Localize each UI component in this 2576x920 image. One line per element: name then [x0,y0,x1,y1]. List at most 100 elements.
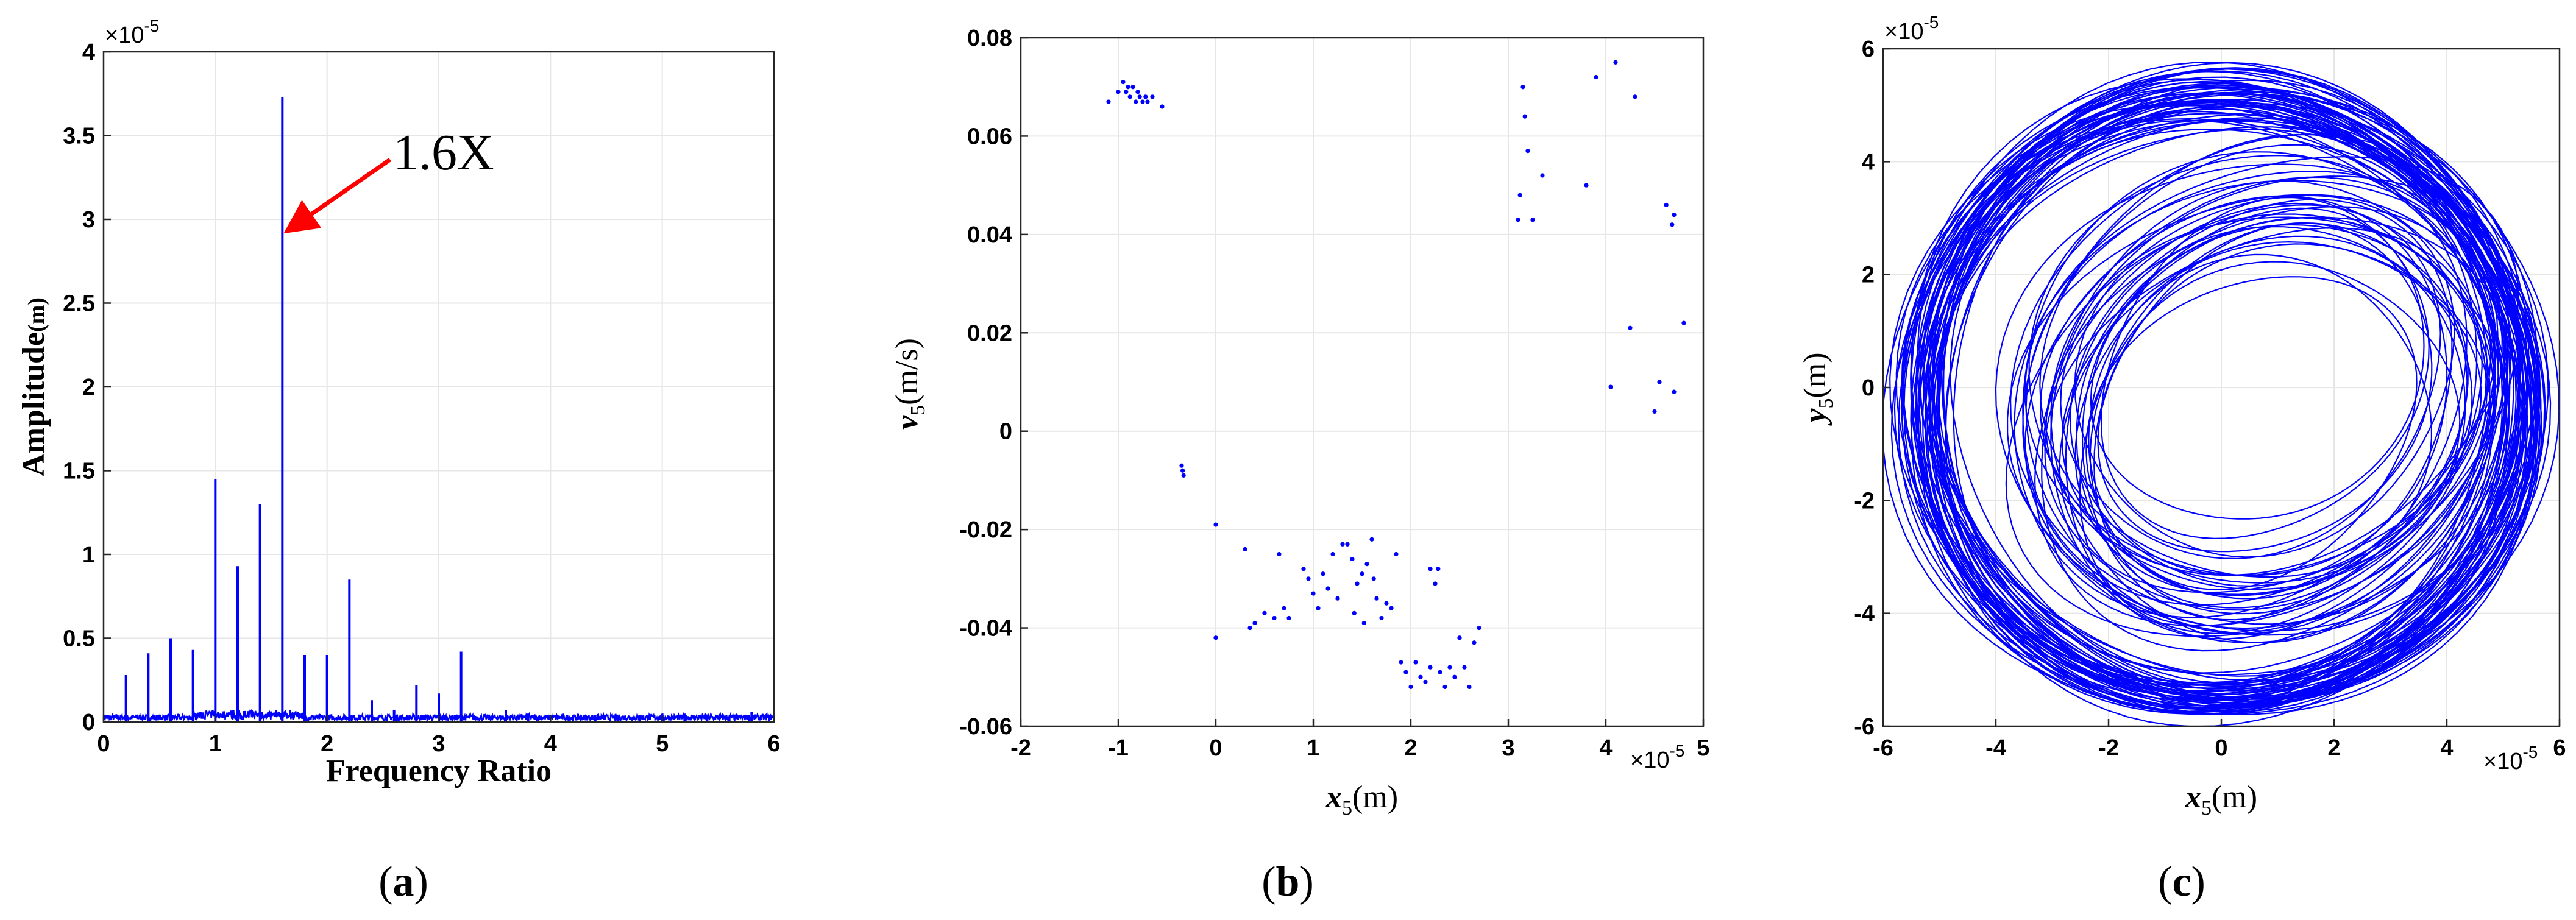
x-tick-label-c: -2 [2098,735,2119,761]
orbit-loop [1915,118,2517,713]
y-tick-label-c: -4 [1854,601,1875,627]
panel-b: -2 -1 0 1 2 3 4 5 -0.06 -0.04 -0.02 0 0.02 0.04 0.06 0.… [890,26,1710,905]
scatter-point [1389,606,1394,610]
scatter-point [1181,473,1186,478]
orbit-loop [2039,144,2478,578]
scatter-point [1664,202,1669,208]
scatter-point [1277,551,1282,557]
scatter-point [1180,468,1185,473]
scatter-point [1540,173,1545,178]
scatter-point [1330,551,1335,557]
y-tick-label-b: 0 [999,419,1012,445]
orbit-loop [2005,213,2510,637]
y-tick-label-a: 4 [82,40,95,65]
scatter-point [1374,596,1379,601]
y-tick-label-b: -0.04 [959,616,1012,642]
x-tick-label-c: 0 [2215,735,2227,761]
orbit-loop [2089,261,2461,596]
scatter-point [1127,94,1132,99]
orbit-loop [2022,133,2528,632]
x-tick-label-a: 6 [767,731,780,757]
scatter-point [1520,85,1525,90]
panel-label-c: (c) [2158,858,2205,905]
x-tick-label-c: 2 [2327,735,2340,761]
orbit-loop [2024,156,2519,576]
tick-labels-c: -6 -4 -2 0 2 4 6 -6 -4 -2 0 2 4 6 [1854,37,2566,761]
x-tick-label-b: 3 [1502,735,1514,761]
scatter-point [1681,320,1686,325]
y-tick-label-a: 1.5 [63,459,95,484]
x-tick-label-b: 1 [1307,735,1319,761]
scatter-point [1306,576,1311,581]
scatter-point [1379,615,1384,621]
scatter-point [1345,542,1350,547]
scatter-point [1360,571,1364,576]
orbit-loop [2085,276,2418,591]
scatter-point [1364,562,1369,567]
scatter-point [1124,90,1129,94]
x-tick-label-b: 0 [1209,735,1222,761]
x-tick-label-c: -6 [1873,735,1893,761]
orbit-loop [1922,112,2488,684]
y-axis-label-b: v5(m/s) [890,338,929,430]
scatter-point [1462,665,1467,670]
scatter-point [1522,114,1527,119]
orbit-loop [2065,225,2473,634]
scatter-point [1516,218,1520,222]
scatter-point [1371,576,1376,581]
scatter-point [1672,389,1677,394]
scatter-point [1213,522,1218,527]
scatter-point [1517,193,1522,197]
scatter-point [1213,635,1218,640]
x-tick-label-c: -4 [1985,735,2006,761]
panel-c: -6 -4 -2 0 2 4 6 -6 -4 -2 0 2 4 6 ×10-5 ×10-5 x5(m) y… [1798,13,2566,905]
scatter-point [1126,85,1130,90]
scatter-point [1301,567,1306,571]
y-tick-label-b: -0.06 [959,714,1012,740]
scatter-point [1399,660,1403,665]
y-tick-label-a: 0.5 [63,626,95,652]
plot-area-b [1021,38,1703,726]
scatter-point [1311,591,1316,596]
scatter-point [1670,222,1675,227]
scatter-point [1594,74,1598,80]
scatter-point [1384,601,1389,606]
y-tick-label-a: 3.5 [63,124,95,149]
axes-frame-b [1020,37,1705,727]
scatter-point [1160,104,1165,109]
scatter-point [1369,537,1374,542]
x-tick-label-a: 3 [432,731,445,757]
orbit-loop [1893,92,2508,706]
x-multiplier-b: ×10-5 [1630,741,1684,773]
scatter-point [1428,665,1433,670]
orbit-loop [1910,78,2541,713]
scatter-point [1134,99,1138,104]
scatter-point [1394,551,1399,557]
x-tick-label-b: 2 [1404,735,1417,761]
y-tick-label-a: 2 [82,375,95,400]
scatter-point [1116,90,1121,94]
scatter-point [1452,674,1457,679]
scatter-point [1530,218,1535,222]
scatter-point [1316,606,1321,610]
annotation-arrow [283,158,391,234]
y-tick-label-c: -2 [1854,488,1875,514]
orbit-loop [2074,253,2432,595]
scatter-point [1403,670,1408,674]
orbit-loop [2024,176,2521,636]
y-tick-label-c: 4 [1862,149,1875,175]
scatter-point [1472,640,1477,645]
scatter-point [1243,547,1247,552]
scatter-point [1143,94,1148,99]
scatter-point [1321,571,1325,576]
y-axis-label-c: y5(m) [1798,352,1837,426]
x-tick-label-c: 6 [2553,735,2566,761]
scatter-point [1608,384,1613,389]
scatter-point [1442,684,1447,690]
scatter-point [1628,325,1633,330]
orbit-loop [2079,222,2468,626]
scatter-point [1418,674,1423,679]
scatter-point [1633,94,1637,99]
scatter-point [1340,542,1345,547]
